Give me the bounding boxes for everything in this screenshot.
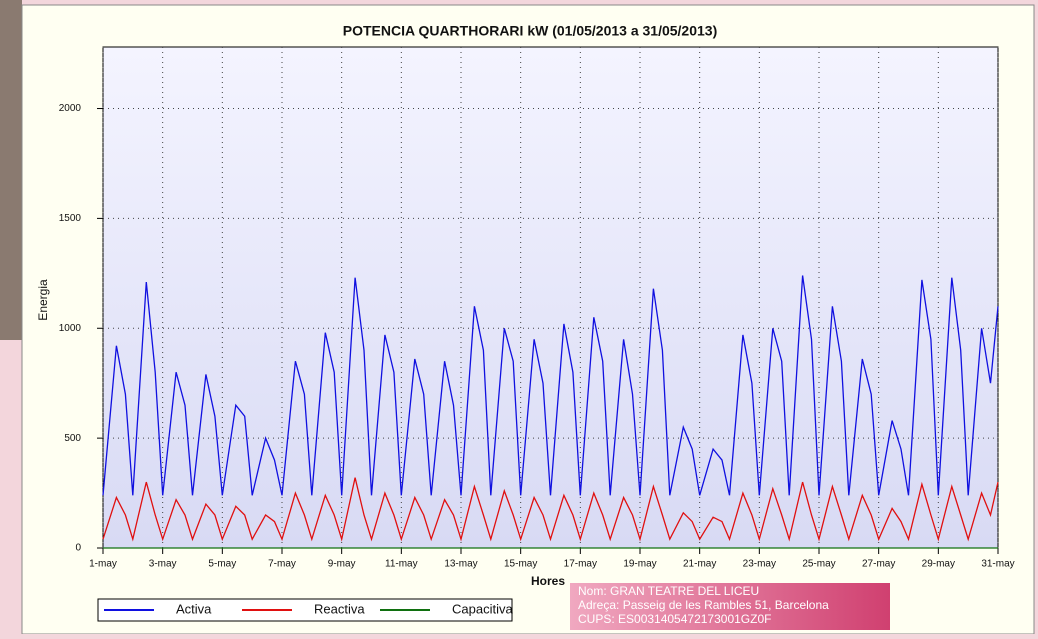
x-tick-label: 15-may — [504, 559, 537, 570]
legend-label: Activa — [176, 601, 212, 616]
plot-area — [103, 47, 998, 548]
x-tick-label: 7-may — [268, 559, 296, 570]
legend — [98, 599, 512, 621]
chart-title: POTENCIA QUARTHORARI kW (01/05/2013 a 31… — [343, 23, 718, 39]
x-tick-label: 11-may — [385, 559, 418, 570]
x-tick-label: 21-may — [683, 559, 716, 570]
chart: POTENCIA QUARTHORARI kW (01/05/2013 a 31… — [0, 0, 1038, 634]
x-tick-label: 5-may — [208, 559, 236, 570]
x-tick-label: 9-may — [328, 559, 356, 570]
x-tick-label: 1-may — [89, 559, 117, 570]
x-tick-label: 23-may — [743, 559, 776, 570]
info-line: Nom: GRAN TEATRE DEL LICEU — [578, 584, 759, 598]
x-tick-label: 27-may — [862, 559, 895, 570]
y-tick-label: 1500 — [59, 213, 82, 224]
y-tick-label: 500 — [64, 433, 81, 444]
background-photo — [0, 0, 22, 340]
x-tick-label: 29-may — [922, 559, 955, 570]
x-tick-label: 25-may — [802, 559, 835, 570]
x-tick-label: 31-may — [981, 559, 1014, 570]
info-line: CUPS: ES0031405472173001GZ0F — [578, 612, 771, 626]
legend-label: Capacitiva — [452, 601, 513, 616]
x-tick-label: 3-may — [149, 559, 177, 570]
x-tick-label: 13-may — [444, 559, 477, 570]
page: POTENCIA QUARTHORARI kW (01/05/2013 a 31… — [0, 0, 1038, 634]
info-line: Adreça: Passeig de les Rambles 51, Barce… — [578, 598, 829, 612]
y-tick-label: 0 — [75, 543, 81, 554]
legend-label: Reactiva — [314, 601, 365, 616]
x-axis-label: Hores — [531, 574, 565, 588]
y-tick-label: 1000 — [59, 323, 82, 334]
y-axis-label: Energia — [36, 279, 50, 321]
y-tick-label: 2000 — [59, 103, 82, 114]
x-tick-label: 17-may — [564, 559, 597, 570]
x-tick-label: 19-may — [623, 559, 656, 570]
